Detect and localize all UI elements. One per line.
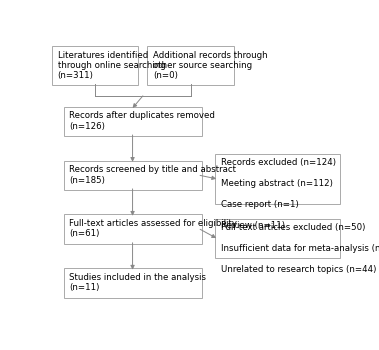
- FancyBboxPatch shape: [215, 154, 340, 204]
- Text: Records after duplicates removed
(n=126): Records after duplicates removed (n=126): [69, 111, 215, 131]
- FancyBboxPatch shape: [52, 46, 138, 85]
- FancyBboxPatch shape: [147, 46, 234, 85]
- FancyBboxPatch shape: [64, 107, 202, 136]
- Text: Studies included in the analysis
(n=11): Studies included in the analysis (n=11): [69, 273, 207, 292]
- Text: Full-text articles excluded (n=50)

Insufficient data for meta-analysis (n=6)

U: Full-text articles excluded (n=50) Insuf…: [221, 223, 379, 274]
- FancyBboxPatch shape: [64, 161, 202, 190]
- Text: Additional records through
other source searching
(n=0): Additional records through other source …: [153, 51, 268, 80]
- Text: Records excluded (n=124)

Meeting abstract (n=112)

Case report (n=1)

Review (n: Records excluded (n=124) Meeting abstrac…: [221, 159, 336, 230]
- FancyBboxPatch shape: [215, 218, 340, 258]
- Text: Records screened by title and abstract
(n=185): Records screened by title and abstract (…: [69, 165, 236, 184]
- Text: Full-text articles assessed for eligibility
(n=61): Full-text articles assessed for eligibil…: [69, 219, 237, 238]
- FancyBboxPatch shape: [64, 268, 202, 298]
- FancyBboxPatch shape: [64, 215, 202, 244]
- Text: Literatures identified
through online searching
(n=311): Literatures identified through online se…: [58, 51, 165, 80]
